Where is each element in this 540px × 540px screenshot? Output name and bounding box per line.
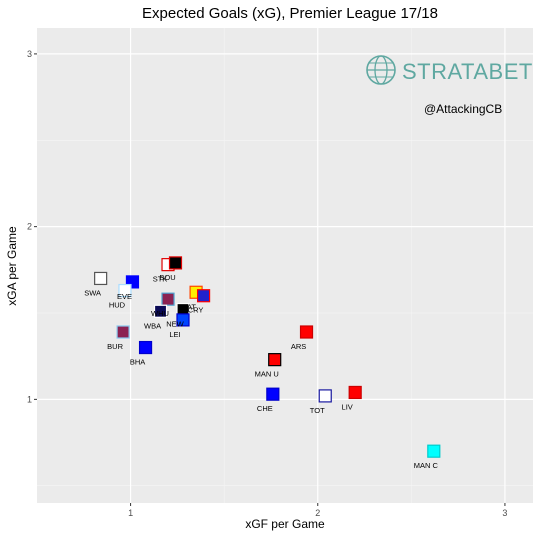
x-tick-label: 3 [502,508,507,518]
x-tick-label: 2 [315,508,320,518]
team-point-ars [299,325,314,339]
team-point-whu [161,292,175,306]
team-label-man-c: MAN C [414,461,439,470]
y-tick-label: 1 [27,394,32,404]
team-label-eve: EVE [117,292,132,301]
globe-icon [366,55,396,85]
data-points [94,256,441,458]
team-label-lei: LEI [169,330,180,339]
team-point-liv [348,385,362,400]
team-label-che: CHE [257,404,273,413]
team-point-swa [94,271,108,286]
team-label-bou: BOU [159,273,175,282]
team-label-liv: LIV [342,402,353,411]
team-point-hud [118,283,132,298]
y-axis-title: xGA per Game [5,226,19,306]
team-label-whu: WHU [151,309,169,318]
chart-title: Expected Goals (xG), Premier League 17/1… [142,5,438,22]
x-axis-title: xGF per Game [245,517,325,531]
team-label-hud: HUD [109,301,126,310]
x-tick-label: 1 [128,508,133,518]
team-label-swa: SWA [84,288,101,297]
team-point-che [266,387,280,401]
team-label-bur: BUR [107,342,123,351]
y-tick-label: 2 [27,222,32,232]
team-point-bur [116,325,130,339]
team-point-lei [176,313,190,327]
team-label-new: NEW [166,320,184,329]
team-label-ars: ARS [291,342,306,351]
brand-name: STRATABET [402,59,533,84]
team-point-bha [138,340,153,355]
y-tick-label: 3 [27,49,32,59]
team-point-bou [168,256,183,270]
twitter-handle: @AttackingCB [424,102,502,116]
team-point-man-u [268,353,282,367]
team-point-man-c [427,444,441,458]
team-label-stk: STK [153,275,168,284]
team-label-cry: CRY [188,306,204,315]
team-label-bha: BHA [130,358,145,367]
team-label-man-u: MAN U [255,370,279,379]
team-label-wba: WBA [144,321,161,330]
team-label-tot: TOT [310,406,325,415]
axis-ticks: 1 2 3 1 2 3 [27,49,507,518]
team-point-wba [153,304,168,318]
plot-panel [37,28,533,503]
team-label-wat: WAT [180,302,196,311]
stratabet-logo: STRATABET [366,55,533,85]
grid-lines [37,28,533,503]
team-point-tot [318,389,332,403]
team-point-cry [196,289,211,303]
